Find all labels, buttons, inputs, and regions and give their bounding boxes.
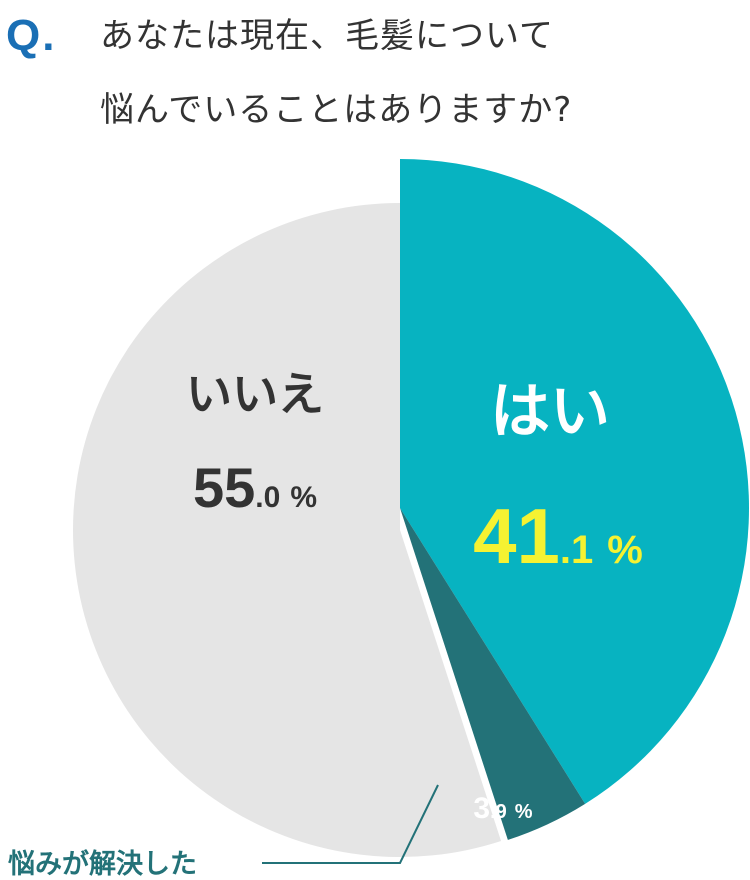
question-text-line-2: 悩んでいることはありますか? [100, 90, 573, 130]
slice-label-no: いいえ [186, 367, 324, 421]
slice-label-resolved: 悩みが解決した [8, 848, 197, 880]
slice-label-yes: はい [490, 377, 610, 447]
slice-value-no: 55.0% [193, 456, 317, 519]
question-mark: Q. [6, 11, 57, 60]
question-text-line-1: あなたは現在、毛髪について [100, 16, 554, 56]
pie-slice-2 [400, 508, 586, 840]
slice-value-resolved: 3.9% [473, 792, 532, 825]
slice-value-yes: 41.1% [473, 492, 643, 580]
pie-slice-3 [73, 203, 502, 857]
leader-line-resolved [262, 784, 439, 864]
pie-slice-1 [400, 159, 749, 804]
